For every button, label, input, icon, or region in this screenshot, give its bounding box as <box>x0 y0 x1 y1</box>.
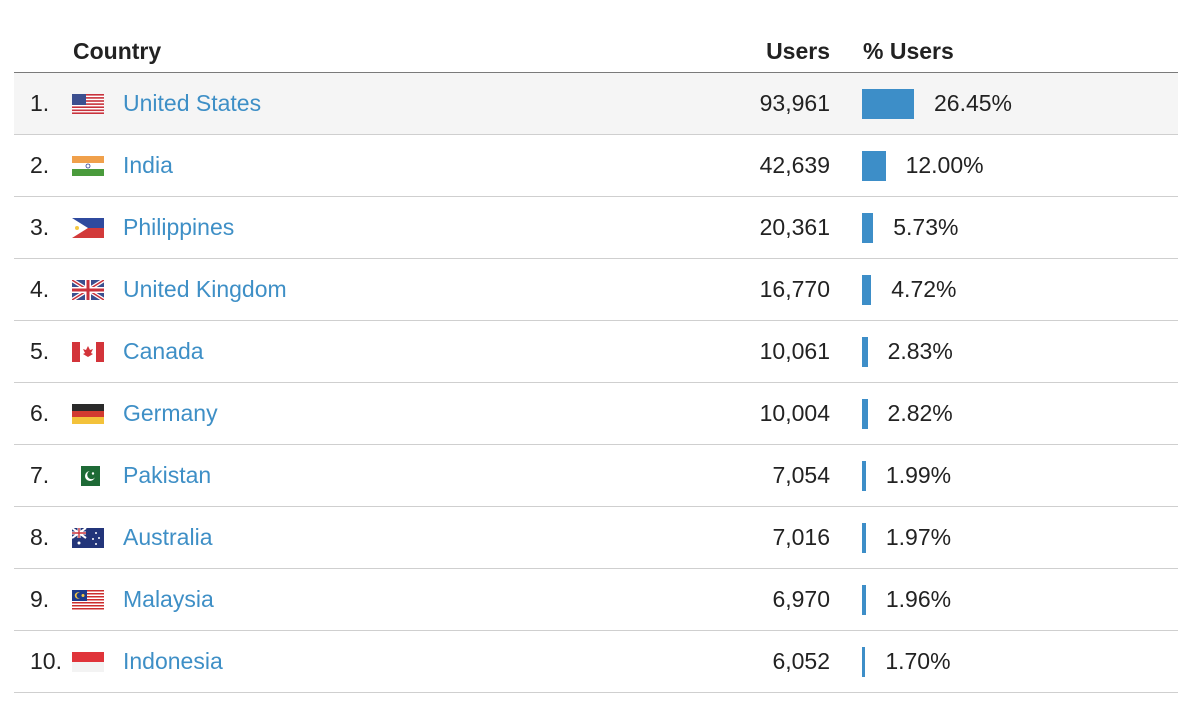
malaysia-flag-icon <box>72 590 104 610</box>
pct-users-bar <box>862 585 866 615</box>
row-rank: 6. <box>30 400 49 427</box>
pct-users-value: 12.00% <box>906 152 984 179</box>
row-rank: 8. <box>30 524 49 551</box>
country-link[interactable]: United Kingdom <box>123 276 287 303</box>
indonesia-flag-icon <box>72 652 104 672</box>
pct-users-value: 1.96% <box>886 586 951 613</box>
pct-users-bar <box>862 399 868 429</box>
canada-flag-icon <box>72 342 104 362</box>
pct-users-value: 5.73% <box>893 214 958 241</box>
row-rank: 10. <box>30 648 62 675</box>
table-body: 1. United States 93,961 26.45% 2. India 42,639… <box>14 73 1178 693</box>
australia-flag-icon <box>72 528 104 548</box>
country-link[interactable]: Canada <box>123 338 204 365</box>
users-count: 10,061 <box>760 338 830 365</box>
table-row: 4. United Kingdom 16,770 4.72% <box>14 259 1178 321</box>
users-count: 93,961 <box>760 90 830 117</box>
column-header-pct-users[interactable]: % Users <box>863 38 954 65</box>
users-count: 20,361 <box>760 214 830 241</box>
pct-users-bar <box>862 461 866 491</box>
row-rank: 3. <box>30 214 49 241</box>
table-row: 7. Pakistan 7,054 1.99% <box>14 445 1178 507</box>
india-flag-icon <box>72 156 104 176</box>
country-link[interactable]: Pakistan <box>123 462 211 489</box>
country-link[interactable]: Australia <box>123 524 212 551</box>
table-row: 9. Malaysia 6,970 1.96% <box>14 569 1178 631</box>
country-link[interactable]: Indonesia <box>123 648 223 675</box>
country-users-table: Country Users % Users 1. United States 93,… <box>14 26 1178 693</box>
users-count: 10,004 <box>760 400 830 427</box>
table-row: 6. Germany 10,004 2.82% <box>14 383 1178 445</box>
country-link[interactable]: Malaysia <box>123 586 214 613</box>
us-flag-icon <box>72 94 104 114</box>
column-header-users[interactable]: Users <box>766 38 830 65</box>
table-row: 1. United States 93,961 26.45% <box>14 73 1178 135</box>
users-count: 7,016 <box>772 524 830 551</box>
pct-users-bar <box>862 89 914 119</box>
column-header-country[interactable]: Country <box>73 38 161 65</box>
pct-users-value: 26.45% <box>934 90 1012 117</box>
pct-users-value: 1.70% <box>885 648 950 675</box>
row-rank: 4. <box>30 276 49 303</box>
row-rank: 1. <box>30 90 49 117</box>
country-link[interactable]: Philippines <box>123 214 234 241</box>
users-count: 7,054 <box>772 462 830 489</box>
germany-flag-icon <box>72 404 104 424</box>
country-link[interactable]: Germany <box>123 400 218 427</box>
row-rank: 5. <box>30 338 49 365</box>
pct-users-bar <box>862 647 865 677</box>
table-row: 2. India 42,639 12.00% <box>14 135 1178 197</box>
users-count: 6,052 <box>772 648 830 675</box>
users-count: 42,639 <box>760 152 830 179</box>
table-header: Country Users % Users <box>14 26 1178 73</box>
uk-flag-icon <box>72 280 104 300</box>
philippines-flag-icon <box>72 218 104 238</box>
row-rank: 9. <box>30 586 49 613</box>
pct-users-value: 4.72% <box>891 276 956 303</box>
country-link[interactable]: India <box>123 152 173 179</box>
pakistan-flag-icon <box>72 466 104 486</box>
pct-users-value: 2.83% <box>888 338 953 365</box>
pct-users-value: 2.82% <box>888 400 953 427</box>
table-row: 5. Canada 10,061 2.83% <box>14 321 1178 383</box>
pct-users-value: 1.97% <box>886 524 951 551</box>
users-count: 16,770 <box>760 276 830 303</box>
pct-users-bar <box>862 523 866 553</box>
pct-users-bar <box>862 337 868 367</box>
pct-users-bar <box>862 151 886 181</box>
pct-users-value: 1.99% <box>886 462 951 489</box>
users-count: 6,970 <box>772 586 830 613</box>
table-row: 8. Australia 7,016 1.97% <box>14 507 1178 569</box>
row-rank: 2. <box>30 152 49 179</box>
table-row: 10. Indonesia 6,052 1.70% <box>14 631 1178 693</box>
country-link[interactable]: United States <box>123 90 261 117</box>
pct-users-bar <box>862 213 873 243</box>
table-row: 3. Philippines 20,361 5.73% <box>14 197 1178 259</box>
row-rank: 7. <box>30 462 49 489</box>
pct-users-bar <box>862 275 871 305</box>
